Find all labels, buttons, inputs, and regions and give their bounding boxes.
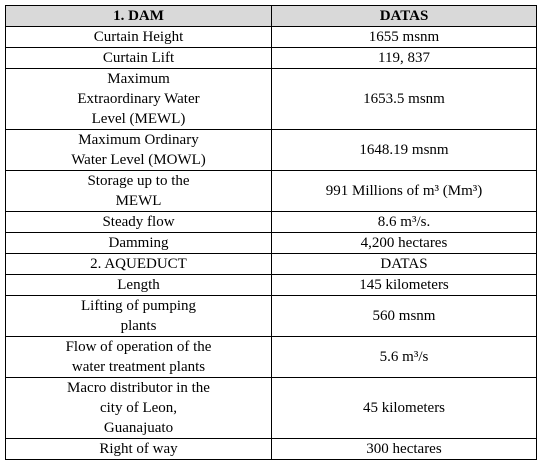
label-cell: Lifting of pumping plants: [5, 295, 272, 337]
cell-line: DATAS: [380, 256, 428, 272]
cell-line: 300 hectares: [366, 441, 442, 457]
table-row: Lifting of pumping plants 560 msnm: [5, 295, 537, 337]
cell-line: Damming: [108, 235, 169, 251]
table-row: Right of way 300 hectares: [5, 438, 537, 460]
label-cell: Curtain Height: [5, 26, 272, 48]
cell-line: Right of way: [99, 441, 178, 457]
label-cell: Steady flow: [5, 211, 272, 233]
cell-line: Steady flow: [102, 214, 175, 230]
cell-line: 4,200 hectares: [360, 235, 448, 251]
label-cell: Macro distributor in the city of Leon, Gua…: [5, 377, 272, 439]
cell-line: Length: [117, 277, 160, 293]
label-cell: Maximum Extraordinary Water Level (MEWL): [5, 68, 272, 130]
cell-line: 145 kilometers: [359, 277, 449, 293]
value-cell: 45 kilometers: [271, 377, 537, 439]
cell-line: plants: [120, 318, 157, 334]
cell-line: 45 kilometers: [362, 400, 446, 416]
value-cell: 8.6 m³/s.: [271, 211, 537, 233]
table-row: Steady flow 8.6 m³/s.: [5, 211, 537, 233]
cell-line: Storage up to the: [87, 173, 190, 189]
cell-line: 119, 837: [378, 50, 430, 66]
cell-line: city of Leon,: [99, 400, 178, 416]
cell-line: Macro distributor in the: [67, 380, 210, 396]
cell-line: water treatment plants: [71, 359, 206, 375]
cell-line: 8.6 m³/s.: [377, 214, 431, 230]
cell-line: Maximum Ordinary: [78, 132, 199, 148]
value-cell: 145 kilometers: [271, 274, 537, 296]
header-row: 1. DAM DATAS: [5, 5, 537, 27]
cell-line: Water Level (MOWL): [71, 152, 206, 168]
table-row: Curtain Height 1655 msnm: [5, 26, 537, 48]
value-cell: 5.6 m³/s: [271, 336, 537, 378]
cell-line: 2. AQUEDUCT: [90, 256, 187, 272]
header-cell: 1. DAM: [5, 5, 272, 27]
table-row: Damming 4,200 hectares: [5, 232, 537, 254]
value-cell: 1648.19 msnm: [271, 129, 537, 171]
value-cell: DATAS: [271, 253, 537, 275]
value-cell: 4,200 hectares: [271, 232, 537, 254]
cell-line: 1655 msnm: [368, 29, 440, 45]
value-cell: 119, 837: [271, 47, 537, 69]
label-cell: Damming: [5, 232, 272, 254]
cell-line: 5.6 m³/s: [379, 349, 429, 365]
data-table: 1. DAM DATAS Curtain Height 1655 msnm Curt…: [5, 5, 537, 460]
value-cell: 560 msnm: [271, 295, 537, 337]
table-body: 1. DAM DATAS Curtain Height 1655 msnm Curt…: [5, 5, 537, 460]
table-row: Storage up to the MEWL 991 Millions of m³ …: [5, 170, 537, 212]
table-row: Maximum Extraordinary Water Level (MEWL) 16…: [5, 68, 537, 130]
label-cell: Length: [5, 274, 272, 296]
value-cell: 300 hectares: [271, 438, 537, 460]
table-row: Length 145 kilometers: [5, 274, 537, 296]
table-row: 2. AQUEDUCT DATAS: [5, 253, 537, 275]
label-cell: Maximum Ordinary Water Level (MOWL): [5, 129, 272, 171]
cell-line: MEWL: [115, 193, 162, 209]
cell-line: 560 msnm: [372, 308, 436, 324]
label-cell: 2. AQUEDUCT: [5, 253, 272, 275]
cell-line: Maximum: [107, 71, 170, 87]
cell-line: Curtain Height: [93, 29, 184, 45]
cell-line: 991 Millions of m³ (Mm³): [325, 183, 483, 199]
label-cell: Storage up to the MEWL: [5, 170, 272, 212]
label-cell: Curtain Lift: [5, 47, 272, 69]
label-cell: Flow of operation of the water treatment …: [5, 336, 272, 378]
cell-line: 1653.5 msnm: [363, 91, 445, 107]
table-row: Curtain Lift 119, 837: [5, 47, 537, 69]
cell-line: Curtain Lift: [102, 50, 175, 66]
value-cell: 1655 msnm: [271, 26, 537, 48]
table-row: Maximum Ordinary Water Level (MOWL) 1648.1…: [5, 129, 537, 171]
table-row: Flow of operation of the water treatment …: [5, 336, 537, 378]
table-row: Macro distributor in the city of Leon, Gua…: [5, 377, 537, 439]
cell-line: 1648.19 msnm: [359, 142, 449, 158]
cell-line: Flow of operation of the: [65, 339, 212, 355]
value-cell: 991 Millions of m³ (Mm³): [271, 170, 537, 212]
cell-line: Extraordinary Water: [77, 91, 200, 107]
cell-line: Lifting of pumping: [81, 298, 196, 314]
cell-line: Level (MEWL): [91, 111, 186, 127]
header-cell: DATAS: [271, 5, 537, 27]
cell-line: Guanajuato: [103, 420, 174, 436]
label-cell: Right of way: [5, 438, 272, 460]
value-cell: 1653.5 msnm: [271, 68, 537, 130]
